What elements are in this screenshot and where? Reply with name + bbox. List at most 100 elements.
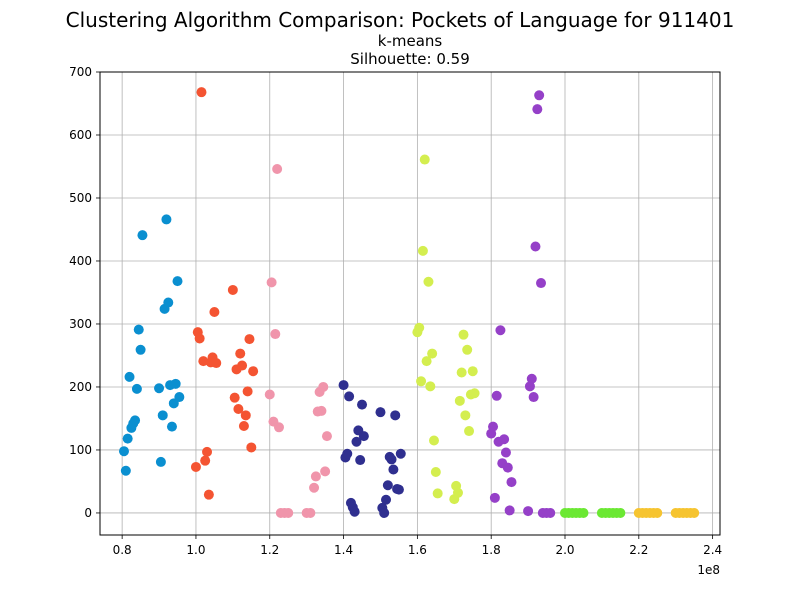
data-point bbox=[283, 507, 294, 518]
data-point bbox=[155, 456, 166, 467]
data-point bbox=[238, 421, 249, 432]
data-point bbox=[390, 410, 401, 421]
data-point bbox=[211, 358, 222, 369]
y-tick-label: 300 bbox=[69, 317, 92, 331]
plot-frame bbox=[99, 71, 721, 536]
data-point bbox=[652, 507, 663, 518]
data-point bbox=[502, 462, 513, 473]
data-point bbox=[316, 405, 327, 416]
data-point bbox=[338, 380, 349, 391]
data-point bbox=[233, 404, 244, 415]
data-point bbox=[198, 356, 209, 367]
cluster-1 bbox=[190, 87, 259, 500]
data-point bbox=[495, 325, 506, 336]
data-point bbox=[530, 241, 541, 252]
data-point bbox=[194, 333, 205, 344]
x-tick-label: 1.0 bbox=[186, 543, 205, 557]
data-point bbox=[209, 307, 220, 318]
algorithm-subtitle: k-means bbox=[377, 32, 443, 50]
data-point bbox=[229, 392, 240, 403]
data-point bbox=[310, 471, 321, 482]
cluster-5 bbox=[486, 90, 556, 518]
x-tick-label: 1.4 bbox=[334, 543, 353, 557]
y-tick-label: 100 bbox=[69, 443, 92, 457]
data-point bbox=[578, 507, 589, 518]
x-tick-label: 2.4 bbox=[703, 543, 722, 557]
data-point bbox=[351, 436, 362, 447]
data-point bbox=[318, 381, 329, 392]
data-point bbox=[157, 410, 168, 421]
data-point bbox=[166, 421, 177, 432]
data-point bbox=[273, 422, 284, 433]
data-point bbox=[381, 494, 392, 505]
data-point bbox=[427, 348, 438, 359]
x-tick-label: 2.2 bbox=[629, 543, 648, 557]
data-point bbox=[388, 464, 399, 475]
data-point bbox=[203, 489, 214, 500]
y-tick-label: 600 bbox=[69, 128, 92, 142]
data-point bbox=[264, 389, 275, 400]
data-point bbox=[172, 276, 183, 287]
data-point bbox=[320, 466, 331, 477]
data-point bbox=[135, 344, 146, 355]
data-point bbox=[120, 465, 131, 476]
data-point bbox=[358, 431, 369, 442]
cluster-2 bbox=[264, 164, 332, 518]
data-point bbox=[419, 154, 430, 165]
y-tick-label: 0 bbox=[84, 506, 92, 520]
data-point bbox=[534, 90, 545, 101]
axis-ticks: 0.8 1.0 1.2 1.4 1.6 1.8 2.0 2.2 2.4 0 100 200 300 400… bbox=[69, 65, 722, 557]
data-point bbox=[456, 367, 467, 378]
cluster-6 bbox=[560, 507, 626, 518]
data-point bbox=[386, 454, 397, 465]
data-point bbox=[154, 383, 165, 394]
data-point bbox=[500, 447, 511, 458]
data-point bbox=[270, 329, 281, 340]
data-point bbox=[462, 344, 473, 355]
data-points bbox=[118, 87, 700, 518]
x-tick-label: 0.8 bbox=[113, 543, 132, 557]
data-point bbox=[248, 366, 259, 377]
cluster-0 bbox=[118, 214, 185, 476]
data-point bbox=[689, 507, 700, 518]
data-point bbox=[425, 381, 436, 392]
data-point bbox=[499, 434, 510, 445]
data-point bbox=[246, 442, 257, 453]
data-point bbox=[349, 506, 360, 517]
data-point bbox=[266, 277, 277, 288]
data-point bbox=[395, 448, 406, 459]
x-tick-label: 2.0 bbox=[555, 543, 574, 557]
data-point bbox=[379, 507, 390, 518]
data-point bbox=[536, 278, 547, 289]
y-tick-label: 200 bbox=[69, 380, 92, 394]
data-point bbox=[428, 435, 439, 446]
data-point bbox=[174, 392, 185, 403]
data-point bbox=[506, 477, 517, 488]
data-point bbox=[430, 467, 441, 478]
data-point bbox=[524, 381, 535, 392]
data-point bbox=[414, 322, 425, 333]
data-point bbox=[133, 324, 144, 335]
data-point bbox=[124, 371, 135, 382]
data-point bbox=[235, 348, 246, 359]
data-point bbox=[242, 386, 253, 397]
y-tick-label: 400 bbox=[69, 254, 92, 268]
cluster-4 bbox=[412, 154, 480, 505]
data-point bbox=[272, 164, 283, 175]
data-point bbox=[163, 297, 174, 308]
data-point bbox=[460, 410, 471, 421]
data-point bbox=[131, 383, 142, 394]
y-tick-label: 500 bbox=[69, 191, 92, 205]
data-point bbox=[526, 373, 537, 384]
data-point bbox=[200, 455, 211, 466]
data-point bbox=[489, 492, 500, 503]
cluster-7 bbox=[633, 507, 700, 518]
data-point bbox=[491, 390, 502, 401]
data-point bbox=[382, 480, 393, 491]
data-point bbox=[355, 455, 366, 466]
silhouette-subtitle: Silhouette: 0.59 bbox=[350, 50, 470, 68]
data-point bbox=[118, 446, 129, 457]
data-point bbox=[615, 507, 626, 518]
data-point bbox=[344, 391, 355, 402]
